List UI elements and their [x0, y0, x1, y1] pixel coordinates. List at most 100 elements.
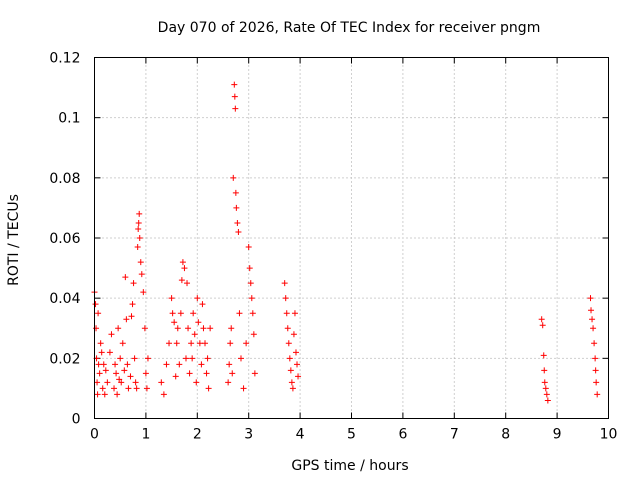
data-point — [190, 310, 197, 317]
data-point — [227, 340, 234, 347]
data-point — [290, 331, 297, 338]
data-point — [235, 228, 242, 235]
data-point — [542, 385, 549, 392]
data-point — [169, 310, 176, 317]
y-tick-label: 0.04 — [49, 291, 80, 307]
data-point — [96, 370, 103, 377]
x-tick-label: 0 — [90, 427, 99, 443]
data-point — [124, 361, 131, 368]
data-point — [143, 385, 150, 392]
data-points — [91, 81, 601, 404]
data-point — [230, 174, 237, 181]
data-point — [198, 361, 205, 368]
data-point — [247, 280, 254, 287]
data-point — [243, 340, 250, 347]
data-point — [131, 355, 138, 362]
y-tick-label: 0.02 — [49, 351, 80, 367]
y-tick-label: 0 — [72, 412, 81, 428]
data-point — [539, 322, 546, 329]
data-point — [94, 379, 101, 386]
data-point — [589, 316, 596, 323]
data-point — [543, 391, 550, 398]
x-tick-label: 8 — [501, 427, 510, 443]
data-point — [229, 370, 236, 377]
data-point — [232, 105, 239, 112]
data-point — [166, 340, 173, 347]
data-point — [283, 310, 290, 317]
plot-frame — [94, 57, 609, 419]
data-point — [203, 370, 210, 377]
data-point — [588, 307, 595, 314]
data-point — [184, 280, 191, 287]
x-tick-label: 1 — [141, 427, 150, 443]
data-point — [225, 379, 232, 386]
data-point — [95, 361, 102, 368]
data-point — [92, 301, 99, 308]
data-point — [134, 244, 141, 251]
data-point — [136, 235, 143, 241]
data-point — [245, 244, 252, 251]
data-point — [281, 280, 288, 287]
y-tick-label: 0.12 — [49, 51, 80, 67]
data-point — [112, 361, 119, 368]
data-point — [294, 361, 301, 368]
data-point — [178, 277, 185, 284]
data-point — [284, 325, 291, 332]
data-point — [234, 219, 241, 226]
x-tick-label: 5 — [347, 427, 356, 443]
data-point — [204, 355, 211, 362]
data-point — [591, 340, 598, 347]
data-point — [181, 265, 188, 272]
data-point — [286, 355, 293, 362]
data-point — [199, 301, 206, 308]
data-point — [249, 310, 256, 317]
data-point — [182, 355, 189, 362]
data-point — [282, 295, 289, 302]
data-point — [129, 301, 136, 308]
data-point — [137, 259, 144, 266]
data-point — [231, 93, 238, 100]
data-point — [592, 355, 599, 362]
data-point — [142, 370, 149, 377]
data-point — [240, 385, 247, 392]
data-point — [135, 219, 142, 226]
data-point — [205, 385, 212, 392]
data-point — [191, 331, 198, 338]
data-point — [116, 376, 123, 383]
data-point — [200, 325, 207, 332]
data-point — [226, 361, 233, 368]
data-point — [111, 385, 118, 392]
data-point — [121, 367, 128, 374]
data-point — [172, 373, 179, 380]
data-point — [115, 325, 122, 332]
data-point — [106, 349, 113, 356]
data-point — [171, 319, 178, 326]
data-point — [94, 391, 101, 398]
data-point — [233, 204, 240, 211]
data-point — [291, 310, 298, 317]
data-point — [163, 361, 170, 368]
data-point — [127, 373, 134, 380]
data-point — [93, 325, 100, 332]
data-point — [287, 367, 294, 374]
data-point — [140, 289, 147, 296]
x-tick-label: 4 — [296, 427, 305, 443]
data-point — [251, 370, 258, 377]
x-tick-label: 2 — [193, 427, 202, 443]
data-point — [295, 373, 302, 380]
data-point — [95, 310, 102, 317]
data-point — [100, 361, 107, 368]
data-point — [196, 340, 203, 347]
data-point — [285, 340, 292, 347]
data-point — [186, 370, 193, 377]
data-point — [174, 325, 181, 332]
data-point — [125, 385, 132, 392]
data-point — [141, 325, 148, 332]
data-point — [587, 295, 594, 302]
data-point — [590, 325, 597, 332]
data-point — [138, 271, 145, 278]
data-point — [232, 189, 239, 196]
data-point — [177, 310, 184, 317]
data-point — [541, 379, 548, 386]
